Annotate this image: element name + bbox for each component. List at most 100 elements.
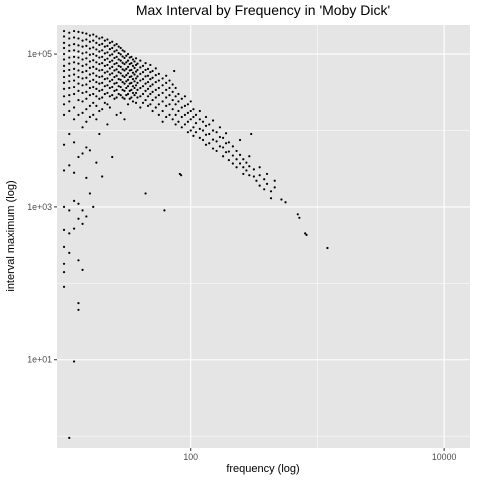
data-point: [111, 40, 114, 43]
data-point: [304, 232, 307, 235]
data-point: [85, 38, 88, 41]
data-point: [141, 78, 145, 81]
data-point: [130, 62, 133, 65]
data-point: [204, 124, 208, 127]
data-point: [101, 81, 104, 84]
data-point: [125, 54, 128, 57]
data-point: [194, 113, 198, 116]
data-point: [144, 82, 147, 85]
data-point: [121, 74, 124, 77]
data-point: [108, 60, 111, 63]
data-point: [131, 71, 135, 74]
data-point: [183, 104, 187, 107]
data-point: [119, 65, 122, 68]
x-tick-label: 10000: [432, 452, 457, 462]
data-point: [125, 80, 128, 83]
data-point: [149, 78, 152, 81]
data-point: [198, 118, 201, 121]
data-point: [85, 120, 88, 123]
data-point: [136, 68, 139, 72]
data-point: [123, 56, 126, 60]
data-point: [106, 38, 109, 41]
data-point: [198, 127, 201, 130]
data-point: [177, 92, 180, 96]
data-point: [265, 182, 269, 185]
data-point: [72, 79, 76, 82]
data-point: [131, 91, 135, 95]
data-point: [154, 106, 157, 109]
chart-title: Max Interval by Frequency in 'Moby Dick': [136, 2, 390, 18]
data-point: [92, 101, 95, 104]
data-point: [95, 95, 98, 98]
data-point: [81, 31, 84, 34]
data-point: [221, 136, 225, 139]
data-point: [144, 75, 147, 78]
data-point: [72, 29, 76, 33]
data-point: [62, 245, 66, 248]
data-point: [128, 97, 131, 100]
data-point: [180, 106, 183, 109]
data-point: [77, 37, 80, 40]
data-point: [103, 58, 106, 61]
data-point: [72, 360, 76, 363]
data-point: [72, 49, 76, 52]
data-point: [101, 68, 104, 72]
data-point: [224, 132, 228, 135]
data-point: [106, 70, 109, 73]
data-point: [113, 50, 116, 53]
data-point: [211, 138, 215, 141]
data-point: [165, 96, 168, 99]
data-point: [68, 132, 71, 136]
data-point: [85, 146, 88, 149]
data-point: [117, 78, 120, 81]
data-point: [115, 43, 118, 46]
data-point: [119, 94, 122, 97]
data-point: [92, 205, 95, 208]
data-point: [171, 90, 174, 93]
data-point: [95, 87, 98, 90]
data-point: [263, 188, 266, 191]
data-point: [62, 103, 66, 106]
data-point: [103, 45, 106, 48]
data-point: [68, 209, 71, 212]
data-point: [139, 59, 142, 62]
data-point: [88, 34, 91, 37]
data-point: [186, 111, 190, 114]
data-point: [258, 166, 261, 169]
data-point: [139, 66, 142, 69]
data-point: [130, 68, 133, 72]
data-point: [113, 89, 116, 92]
data-point: [111, 94, 114, 97]
data-point: [157, 103, 160, 106]
data-point: [134, 70, 138, 73]
data-point: [108, 80, 111, 83]
data-point: [85, 83, 88, 86]
data-point: [77, 89, 80, 92]
data-point: [242, 172, 245, 176]
data-point: [62, 285, 66, 288]
data-point: [68, 56, 71, 59]
data-point: [88, 149, 91, 152]
data-point: [106, 91, 109, 95]
data-point: [242, 166, 245, 169]
data-point: [284, 201, 287, 204]
data-point: [117, 92, 120, 96]
data-point: [218, 145, 222, 148]
data-point: [141, 101, 145, 104]
data-point: [125, 74, 128, 77]
data-point: [192, 126, 195, 129]
data-point: [113, 69, 116, 72]
data-point: [68, 37, 71, 40]
plot-panel: [57, 25, 470, 448]
data-point: [161, 84, 164, 87]
data-point: [106, 63, 109, 67]
data-point: [151, 98, 154, 102]
data-point: [201, 129, 205, 132]
data-point: [154, 88, 157, 91]
data-point: [134, 101, 138, 104]
data-point: [119, 59, 122, 62]
data-point: [224, 142, 228, 145]
data-point: [177, 109, 180, 113]
data-point: [149, 85, 152, 88]
data-point: [133, 73, 136, 76]
